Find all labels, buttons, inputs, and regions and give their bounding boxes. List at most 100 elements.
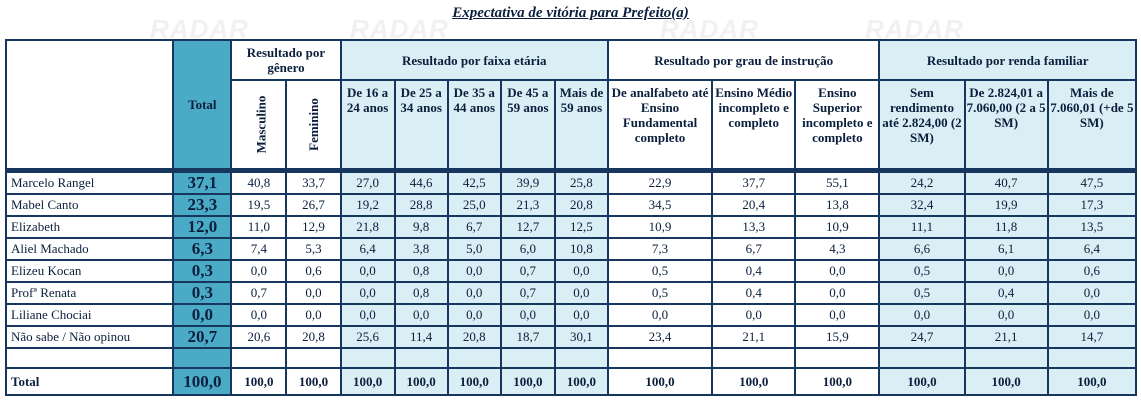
value-cell: 100,0 — [555, 369, 607, 394]
value-cell: 24,7 — [880, 327, 964, 347]
value-cell: 0,0 — [1048, 283, 1135, 303]
value-cell: 6,7 — [448, 217, 500, 237]
divider — [7, 170, 1135, 171]
value-cell: 0,7 — [232, 283, 286, 303]
value-cell: 19,9 — [965, 195, 1047, 215]
value-cell: 19,2 — [341, 195, 394, 215]
value-cell — [501, 349, 554, 367]
value-cell: 12,9 — [287, 217, 340, 237]
value-cell: 100,0 — [287, 369, 340, 394]
column-header-label: Masculino — [253, 95, 269, 154]
value-cell: 6,4 — [341, 239, 394, 259]
column-header: De 16 a 24 anos — [341, 81, 394, 168]
value-cell — [608, 349, 712, 367]
candidate-name — [7, 349, 173, 367]
value-cell — [395, 349, 447, 367]
value-cell: 3,8 — [395, 239, 447, 259]
header-total: Total — [174, 41, 231, 168]
candidate-name: Elizabeth — [7, 217, 173, 237]
table-row: Liliane Chociai 0,0 0,0 0,0 0,0 0,0 0,0 0,0 0,0 0… — [7, 305, 1135, 325]
value-cell: 6,1 — [965, 239, 1047, 259]
group-genero: Resultado por gênero — [232, 41, 340, 79]
value-cell: 6,6 — [880, 239, 964, 259]
value-cell: 44,6 — [395, 173, 447, 193]
total-cell: 6,3 — [174, 239, 231, 259]
value-cell: 10,8 — [555, 239, 607, 259]
value-cell: 0,0 — [448, 261, 500, 281]
value-cell — [232, 349, 286, 367]
value-cell: 100,0 — [796, 369, 879, 394]
group-faixa-etaria: Resultado por faixa etária — [341, 41, 607, 79]
value-cell: 100,0 — [341, 369, 394, 394]
table-row: Profª Renata 0,3 0,7 0,0 0,0 0,8 0,0 0,7 0,0 0,5 0… — [7, 283, 1135, 303]
value-cell: 14,7 — [1048, 327, 1135, 347]
value-cell: 13,8 — [796, 195, 879, 215]
column-header: De analfabeto até Ensino Fundamental com… — [608, 81, 712, 168]
total-cell: 12,0 — [174, 217, 231, 237]
value-cell: 21,3 — [501, 195, 554, 215]
column-header: De 2.824,01 a 7.060,00 (2 a 5 SM) — [965, 81, 1047, 168]
value-cell: 20,6 — [232, 327, 286, 347]
value-cell: 100,0 — [395, 369, 447, 394]
value-cell: 7,3 — [608, 239, 712, 259]
value-cell: 0,0 — [287, 283, 340, 303]
value-cell: 100,0 — [501, 369, 554, 394]
value-cell: 17,3 — [1048, 195, 1135, 215]
total-cell: 100,0 — [174, 369, 231, 394]
value-cell: 0,5 — [880, 283, 964, 303]
table-row: Mabel Canto 23,3 19,5 26,7 19,2 28,8 25,0 21,3 2… — [7, 195, 1135, 215]
value-cell: 100,0 — [232, 369, 286, 394]
value-cell: 0,7 — [501, 283, 554, 303]
candidate-name: Mabel Canto — [7, 195, 173, 215]
value-cell: 0,0 — [448, 305, 500, 325]
value-cell: 100,0 — [713, 369, 795, 394]
value-cell: 10,9 — [608, 217, 712, 237]
value-cell: 22,9 — [608, 173, 712, 193]
table-row: Marcelo Rangel 37,1 40,8 33,7 27,0 44,6 42,5 39… — [7, 173, 1135, 193]
value-cell: 0,0 — [395, 305, 447, 325]
value-cell: 47,5 — [1048, 173, 1135, 193]
value-cell: 11,0 — [232, 217, 286, 237]
value-cell — [287, 349, 340, 367]
total-cell: 37,1 — [174, 173, 231, 193]
value-cell: 0,0 — [448, 283, 500, 303]
value-cell: 27,0 — [341, 173, 394, 193]
value-cell: 0,0 — [880, 305, 964, 325]
value-cell: 13,3 — [713, 217, 795, 237]
column-header: Mais de 7.060,01 (+de 5 SM) — [1048, 81, 1135, 168]
candidate-name: Marcelo Rangel — [7, 173, 173, 193]
value-cell: 30,1 — [555, 327, 607, 347]
value-cell: 0,7 — [501, 261, 554, 281]
value-cell: 25,6 — [341, 327, 394, 347]
value-cell: 20,8 — [287, 327, 340, 347]
value-cell: 5,3 — [287, 239, 340, 259]
value-cell: 11,4 — [395, 327, 447, 347]
column-header: Masculino — [232, 81, 286, 168]
value-cell: 20,8 — [555, 195, 607, 215]
value-cell: 18,7 — [501, 327, 554, 347]
value-cell: 0,0 — [341, 283, 394, 303]
value-cell: 100,0 — [965, 369, 1047, 394]
column-header: De 35 a 44 anos — [448, 81, 500, 168]
table-row: Não sabe / Não opinou 20,7 20,6 20,8 25,6 11,… — [7, 327, 1135, 347]
value-cell: 15,9 — [796, 327, 879, 347]
value-cell: 34,5 — [608, 195, 712, 215]
value-cell: 100,0 — [1048, 369, 1135, 394]
value-cell: 100,0 — [880, 369, 964, 394]
total-cell: 0,0 — [174, 305, 231, 325]
total-cell: 23,3 — [174, 195, 231, 215]
value-cell: 0,0 — [232, 261, 286, 281]
value-cell: 100,0 — [448, 369, 500, 394]
value-cell: 21,1 — [965, 327, 1047, 347]
value-cell: 13,5 — [1048, 217, 1135, 237]
value-cell: 0,0 — [341, 261, 394, 281]
value-cell: 0,5 — [880, 261, 964, 281]
value-cell: 0,0 — [287, 305, 340, 325]
value-cell: 39,9 — [501, 173, 554, 193]
column-header: Ensino Superior incompleto e completo — [796, 81, 879, 168]
value-cell: 55,1 — [796, 173, 879, 193]
value-cell: 0,0 — [608, 305, 712, 325]
value-cell: 0,0 — [555, 261, 607, 281]
value-cell: 20,8 — [448, 327, 500, 347]
empty-corner — [7, 41, 173, 168]
